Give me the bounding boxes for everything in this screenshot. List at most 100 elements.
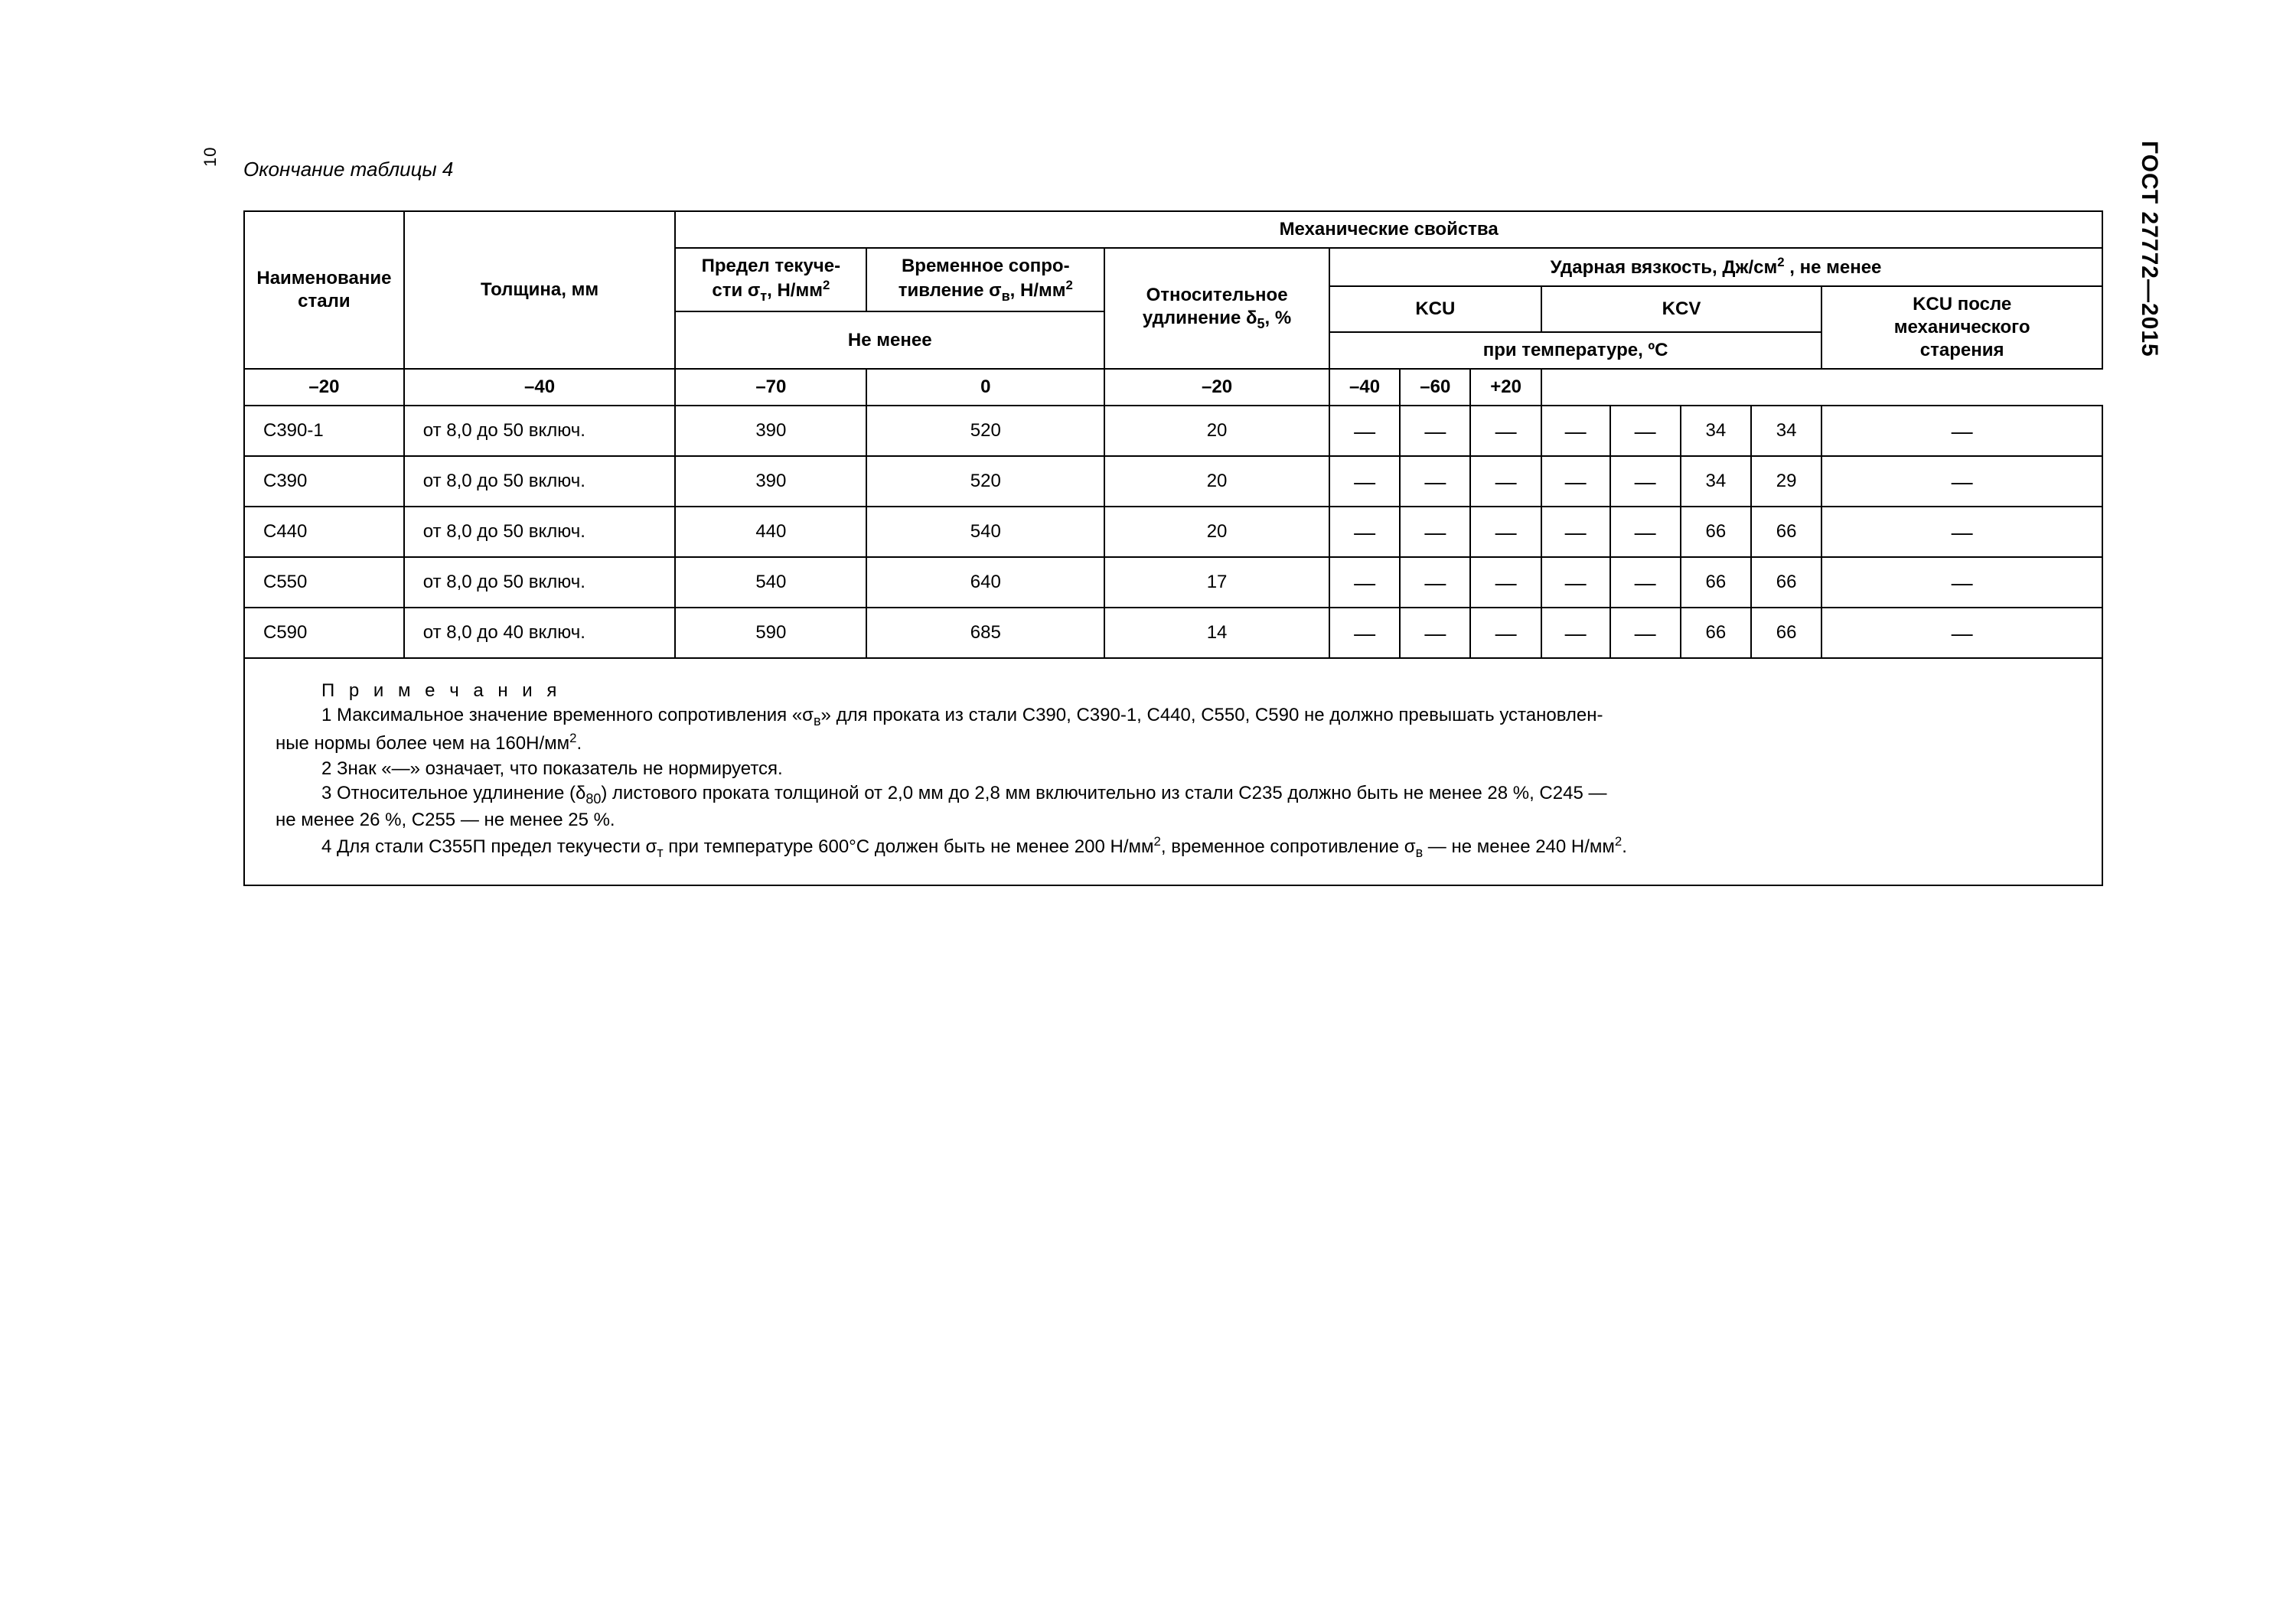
cell-kcv0: — [1541, 507, 1610, 557]
cell-tens: 520 [866, 456, 1104, 507]
temp-label: при температуре, ºC [1329, 332, 1821, 369]
cell-kcv20: — [1610, 406, 1681, 456]
table-row: С390от 8,0 до 50 включ.39052020—————3429… [244, 456, 2102, 507]
col-kcv: KCV [1541, 286, 1822, 332]
table-row: С390-1от 8,0 до 50 включ.39052020—————34… [244, 406, 2102, 456]
col-thickness: Толщина, мм [404, 211, 676, 369]
cell-kcv40: 66 [1681, 507, 1751, 557]
cell-kcu40: — [1400, 557, 1470, 608]
cell-tens: 685 [866, 608, 1104, 658]
t-0: 0 [866, 369, 1104, 406]
t-m20: –20 [244, 369, 404, 406]
cell-kcv40: 66 [1681, 557, 1751, 608]
col-kcu-aging: KCU после механического старения [1821, 286, 2102, 369]
group-impact: Ударная вязкость, Дж/см2 , не менее [1329, 248, 2102, 286]
cell-kcv0: — [1541, 406, 1610, 456]
document-page: 10 ГОСТ 27772—2015 Окончание таблицы 4 Н… [0, 0, 2296, 1623]
cell-elong: 17 [1104, 557, 1329, 608]
table-row: С590от 8,0 до 40 включ.59068514—————6666… [244, 608, 2102, 658]
col-elongation: Относительное удлинение δ5, % [1104, 248, 1329, 369]
group-mechanical: Механические свойства [675, 211, 2102, 248]
cell-kcv20: — [1610, 507, 1681, 557]
cell-name: С590 [244, 608, 404, 658]
t-m70: –70 [675, 369, 866, 406]
note-1: 1 Максимальное значение временного сопро… [276, 703, 2071, 730]
cell-elong: 14 [1104, 608, 1329, 658]
cell-name: С550 [244, 557, 404, 608]
note-3-cont: не менее 26 %, С255 — не менее 25 %. [276, 808, 2071, 833]
cell-elong: 20 [1104, 507, 1329, 557]
table-caption: Окончание таблицы 4 [243, 158, 453, 181]
standard-code: ГОСТ 27772—2015 [2136, 141, 2162, 357]
cell-name: С390-1 [244, 406, 404, 456]
cell-kcu70: — [1470, 557, 1541, 608]
cell-aging: — [1821, 608, 2102, 658]
cell-kcu70: — [1470, 456, 1541, 507]
t-m40b: –40 [1329, 369, 1400, 406]
cell-kcv20: — [1610, 456, 1681, 507]
cell-kcv40: 34 [1681, 406, 1751, 456]
cell-kcv40: 66 [1681, 608, 1751, 658]
cell-thick: от 8,0 до 50 включ. [404, 406, 676, 456]
mechanical-properties-table: Наименование стали Толщина, мм Механичес… [243, 210, 2103, 659]
cell-kcu20: — [1329, 456, 1400, 507]
cell-kcv60: 34 [1751, 406, 1821, 456]
t-m20b: –20 [1104, 369, 1329, 406]
cell-tens: 540 [866, 507, 1104, 557]
cell-tens: 640 [866, 557, 1104, 608]
cell-thick: от 8,0 до 50 включ. [404, 456, 676, 507]
note-1-cont: ные нормы более чем на 160Н/мм2. [276, 730, 2071, 756]
table-row: С550от 8,0 до 50 включ.54064017—————6666… [244, 557, 2102, 608]
cell-kcu40: — [1400, 456, 1470, 507]
cell-kcu20: — [1329, 406, 1400, 456]
notes-title: П р и м е ч а н и я [276, 679, 2071, 703]
note-4: 4 Для стали С355П предел текучести σт пр… [276, 833, 2071, 862]
note-2: 2 Знак «—» означает, что показатель не н… [276, 757, 2071, 781]
t-m60: –60 [1400, 369, 1470, 406]
t-m40: –40 [404, 369, 676, 406]
cell-yield: 390 [675, 406, 866, 456]
note-3: 3 Относительное удлинение (δ80) листовог… [276, 781, 2071, 808]
col-tensile: Временное сопро- тивление σв, Н/мм2 [866, 248, 1104, 311]
cell-kcu40: — [1400, 406, 1470, 456]
cell-thick: от 8,0 до 40 включ. [404, 608, 676, 658]
cell-yield: 540 [675, 557, 866, 608]
cell-yield: 590 [675, 608, 866, 658]
not-less: Не менее [675, 311, 1104, 369]
main-table-container: Наименование стали Толщина, мм Механичес… [243, 210, 2103, 886]
cell-kcu70: — [1470, 608, 1541, 658]
page-number: 10 [201, 147, 220, 167]
col-yield: Предел текуче- сти σт, Н/мм2 [675, 248, 866, 311]
cell-kcv60: 29 [1751, 456, 1821, 507]
cell-kcu40: — [1400, 507, 1470, 557]
cell-kcv60: 66 [1751, 608, 1821, 658]
cell-aging: — [1821, 507, 2102, 557]
cell-kcu20: — [1329, 507, 1400, 557]
cell-elong: 20 [1104, 406, 1329, 456]
cell-kcv20: — [1610, 557, 1681, 608]
cell-tens: 520 [866, 406, 1104, 456]
cell-kcv60: 66 [1751, 557, 1821, 608]
cell-kcv0: — [1541, 608, 1610, 658]
cell-kcu20: — [1329, 557, 1400, 608]
cell-yield: 390 [675, 456, 866, 507]
col-steel-name: Наименование стали [244, 211, 404, 369]
col-kcu: KCU [1329, 286, 1541, 332]
cell-kcv0: — [1541, 557, 1610, 608]
cell-thick: от 8,0 до 50 включ. [404, 507, 676, 557]
cell-thick: от 8,0 до 50 включ. [404, 557, 676, 608]
table-body: С390-1от 8,0 до 50 включ.39052020—————34… [244, 406, 2102, 658]
table-header: Наименование стали Толщина, мм Механичес… [244, 211, 2102, 406]
cell-aging: — [1821, 456, 2102, 507]
cell-aging: — [1821, 557, 2102, 608]
cell-kcu40: — [1400, 608, 1470, 658]
cell-name: С390 [244, 456, 404, 507]
cell-elong: 20 [1104, 456, 1329, 507]
cell-kcv40: 34 [1681, 456, 1751, 507]
cell-kcu20: — [1329, 608, 1400, 658]
cell-aging: — [1821, 406, 2102, 456]
cell-kcu70: — [1470, 507, 1541, 557]
notes-box: П р и м е ч а н и я 1 Максимальное значе… [243, 659, 2103, 886]
cell-kcu70: — [1470, 406, 1541, 456]
cell-yield: 440 [675, 507, 866, 557]
